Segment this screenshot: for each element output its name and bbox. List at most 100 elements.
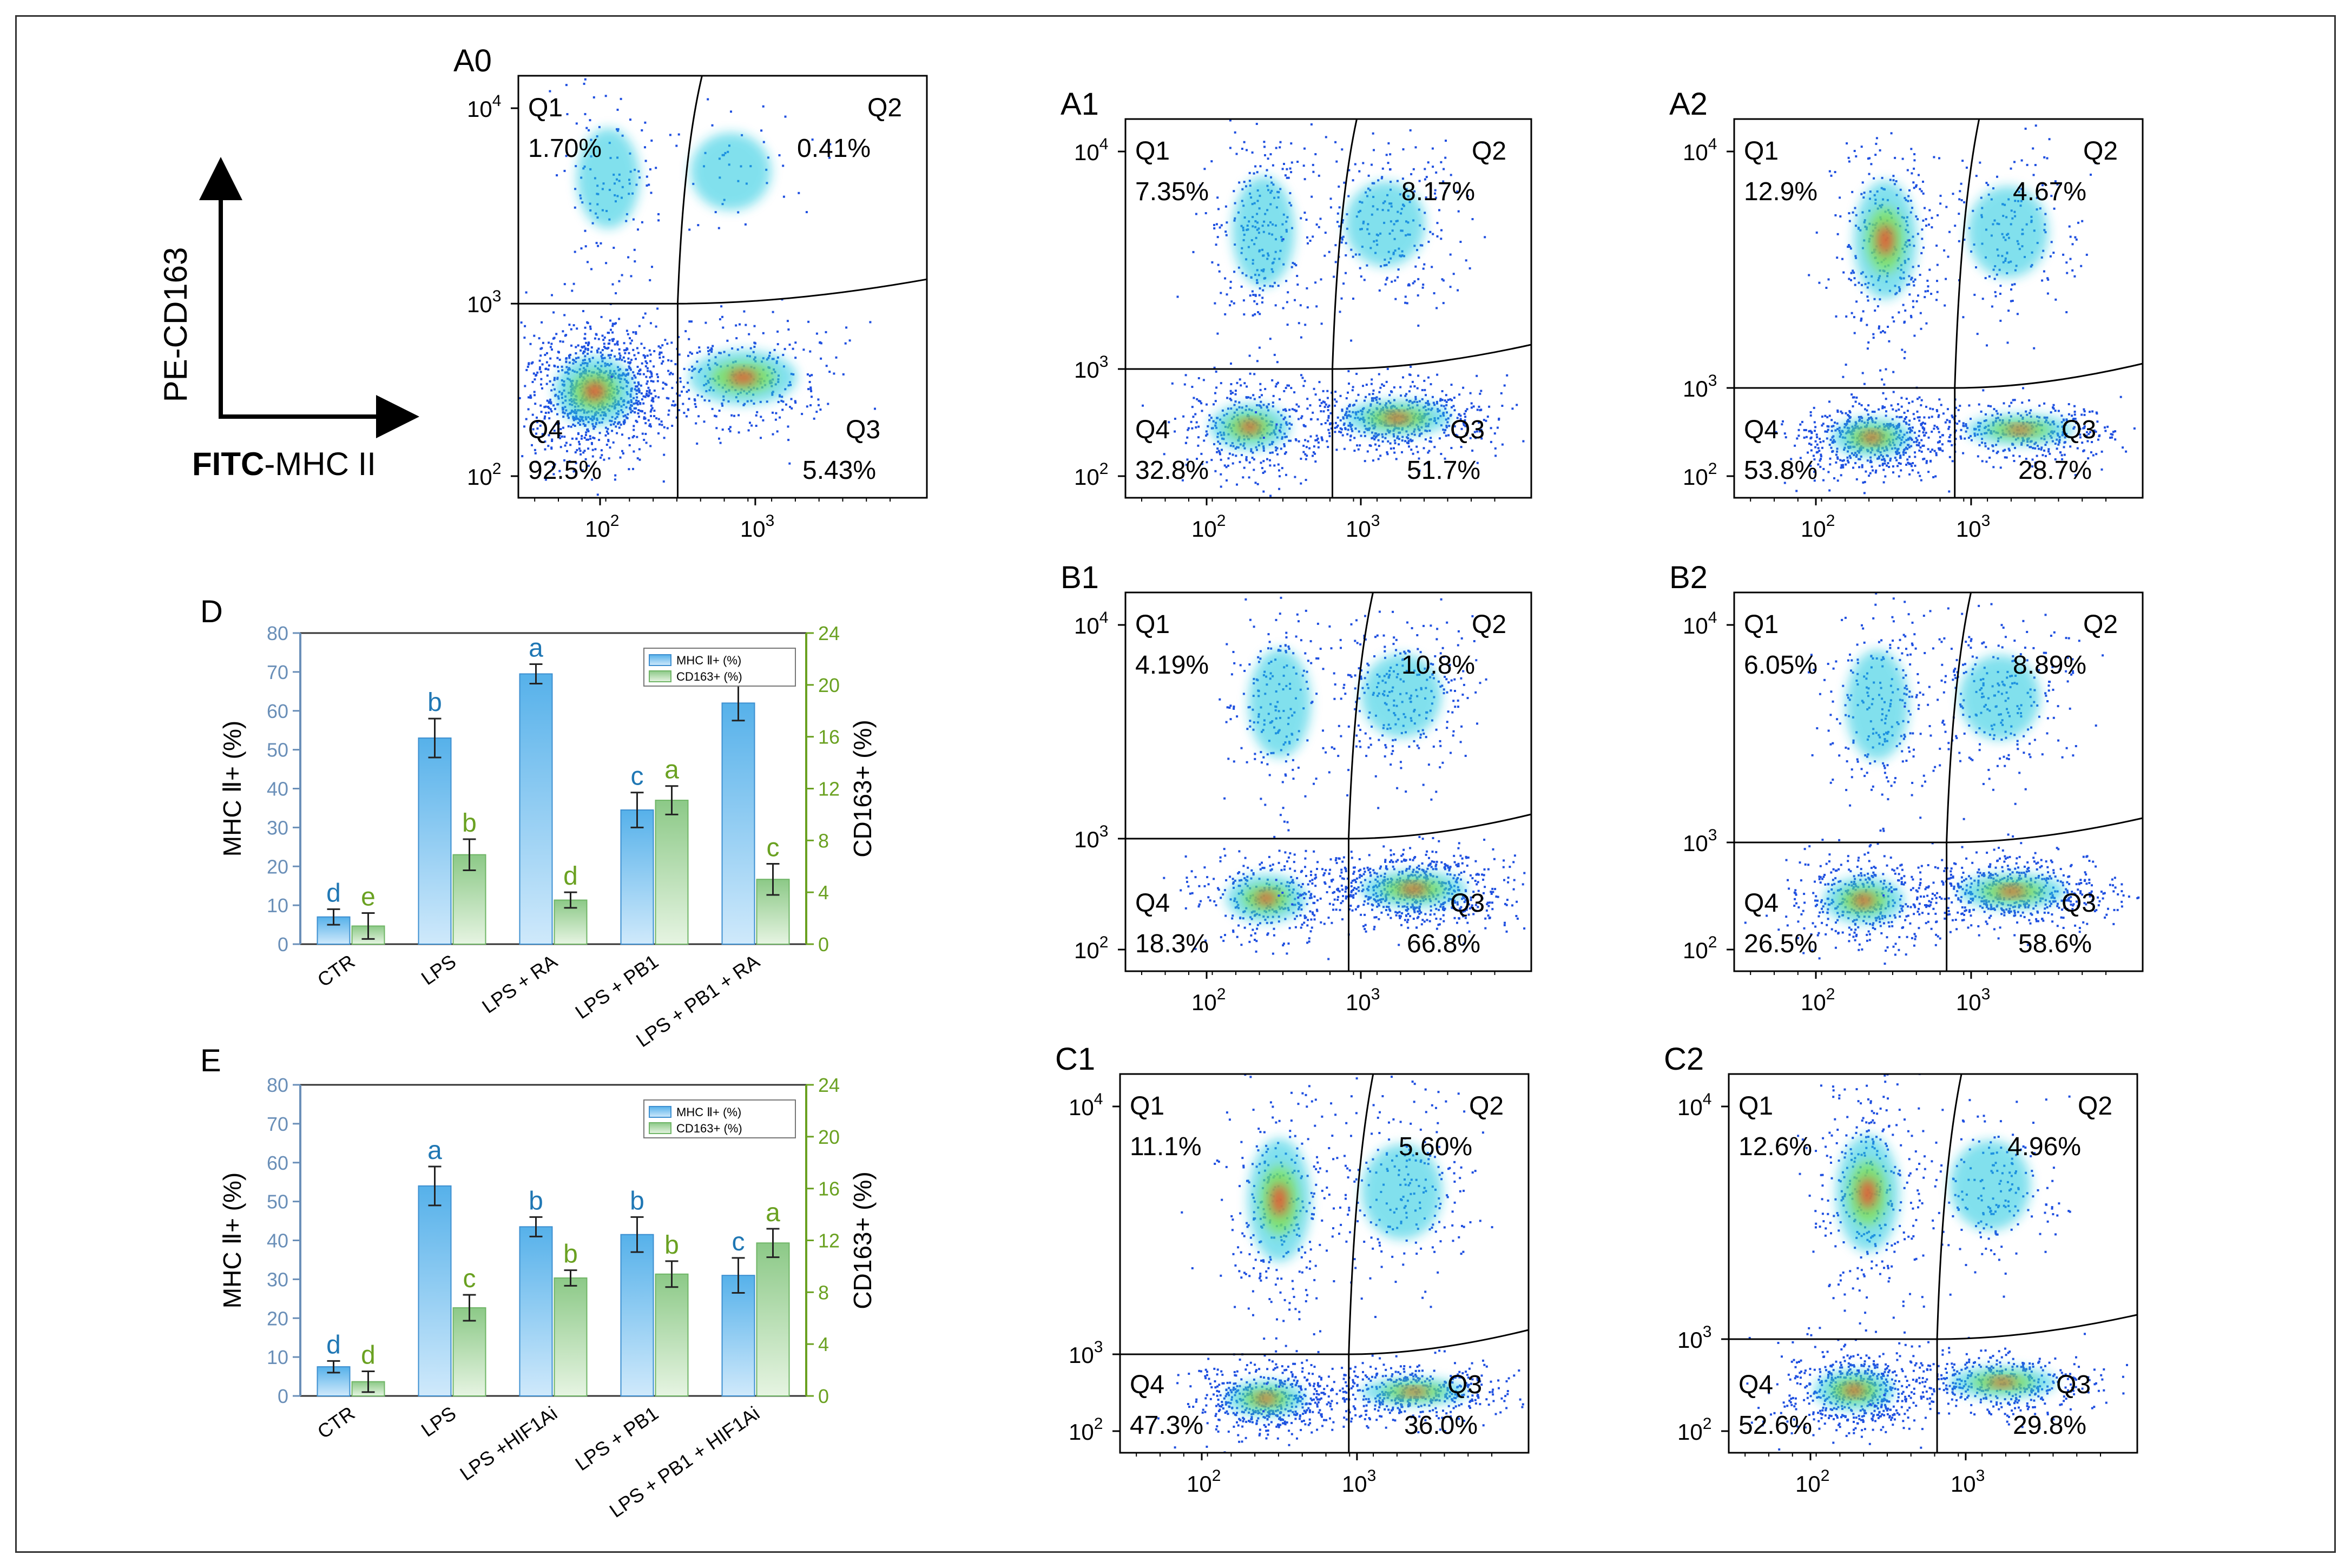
scatter-dot [2092, 454, 2095, 457]
scatter-dot [1987, 405, 1990, 407]
scatter-dot [1868, 157, 1871, 160]
scatter-dot [1301, 377, 1304, 379]
scatter-dot [2013, 161, 2016, 163]
scatter-dot [637, 381, 640, 384]
scatter-dot [1417, 278, 1420, 280]
scatter-dot [2002, 450, 2005, 452]
scatter-dot [1301, 923, 1303, 926]
scatter-dot [1305, 916, 1307, 919]
scatter-dot [1235, 454, 1237, 457]
scatter-dot [1263, 146, 1266, 148]
scatter-dot [1293, 391, 1296, 394]
scatter-dot [561, 435, 563, 438]
scatter-dot [1215, 223, 1218, 226]
scatter-dot [1296, 504, 1299, 506]
scatter-dot [1306, 306, 1309, 309]
scatter-dot [2018, 455, 2021, 458]
scatter-dot [1945, 206, 1948, 208]
scatter-dot [1322, 390, 1325, 392]
scatter-dot [1254, 932, 1256, 935]
scatter-dot [794, 400, 796, 403]
scatter-dot [802, 348, 805, 351]
scatter-dot [626, 417, 629, 419]
scatter-dot [558, 470, 561, 472]
scatter-dot [1867, 299, 1869, 302]
scatter-dot [1947, 427, 1950, 430]
scatter-dot [703, 420, 706, 423]
scatter-dot [1951, 414, 1953, 417]
scatter-dot [1424, 212, 1426, 214]
scatter-dot [1874, 154, 1877, 156]
scatter-dot [562, 330, 564, 333]
scatter-dot [1306, 941, 1309, 944]
scatter-dot [563, 436, 566, 438]
scatter-dot [1987, 183, 1990, 186]
scatter-dot [1219, 860, 1222, 862]
scatter-dot [1379, 386, 1382, 389]
scatter-dot [658, 351, 661, 354]
scatter-dot [541, 347, 543, 350]
scatter-dot [574, 451, 577, 453]
scatter-dot [657, 396, 660, 399]
scatter-dot [1214, 400, 1217, 403]
scatter-dot [1245, 456, 1248, 458]
scatter-dot [1348, 383, 1350, 385]
scatter-dot [1959, 435, 1962, 438]
scatter-dot [1436, 235, 1439, 238]
scatter-dot [544, 440, 546, 443]
scatter-dot [1208, 419, 1211, 421]
scatter-dot [1431, 396, 1434, 398]
scatter-dot [1855, 396, 1858, 399]
scatter-dot [678, 353, 681, 356]
scatter-dot [1892, 371, 1895, 373]
scatter-dot [642, 373, 645, 375]
scatter-dot [2096, 412, 2098, 415]
y-tick-base: 10 [1074, 357, 1099, 383]
scatter-dot [1810, 443, 1813, 446]
scatter-dot [1903, 321, 1906, 324]
scatter-dot [1881, 378, 1884, 381]
scatter-dot [2114, 438, 2117, 441]
scatter-dot [1458, 393, 1461, 396]
scatter-dot [697, 415, 700, 418]
scatter-dot [1879, 369, 1882, 372]
scatter-dot [1327, 446, 1329, 449]
scatter-dot [2122, 446, 2124, 449]
scatter-dot [1841, 412, 1843, 414]
scatter-dot [1938, 398, 1941, 401]
scatter-dot [1790, 458, 1793, 460]
scatter-dot [1375, 449, 1378, 451]
scatter-dot [1905, 421, 1907, 424]
scatter-dot [1817, 447, 1820, 450]
scatter-dot [1873, 177, 1875, 180]
scatter-dot [671, 404, 674, 406]
scatter-dot [1939, 202, 1942, 205]
scatter-dot [1217, 263, 1220, 266]
scatter-dot [786, 320, 789, 322]
scatter-dot [1327, 958, 1330, 960]
scatter-dot [515, 438, 517, 440]
scatter-dot [1911, 207, 1913, 209]
scatter-dot [542, 341, 544, 344]
scatter-dot [1920, 327, 1922, 330]
scatter-dot [630, 359, 633, 361]
scatter-dot [643, 439, 646, 441]
scatter-dot [1444, 407, 1447, 410]
scatter-dot [1884, 459, 1886, 462]
scatter-dot [1252, 314, 1254, 317]
scatter-dot [547, 368, 550, 371]
scatter-dot [1277, 920, 1280, 923]
scatter-dot [2079, 427, 2082, 430]
scatter-dot [1516, 404, 1518, 406]
scatter-dot [1345, 242, 1347, 245]
scatter-dot [1366, 450, 1369, 453]
scatter-dot [2006, 341, 2009, 344]
scatter-dot [568, 361, 571, 364]
scatter-dot [557, 432, 560, 435]
scatter-dot [780, 399, 783, 402]
scatter-dot [621, 450, 623, 452]
scatter-dot [1860, 319, 1862, 322]
scatter-dot [1929, 450, 1932, 453]
scatter-dot [1921, 228, 1924, 231]
scatter-dot [1958, 240, 1960, 242]
